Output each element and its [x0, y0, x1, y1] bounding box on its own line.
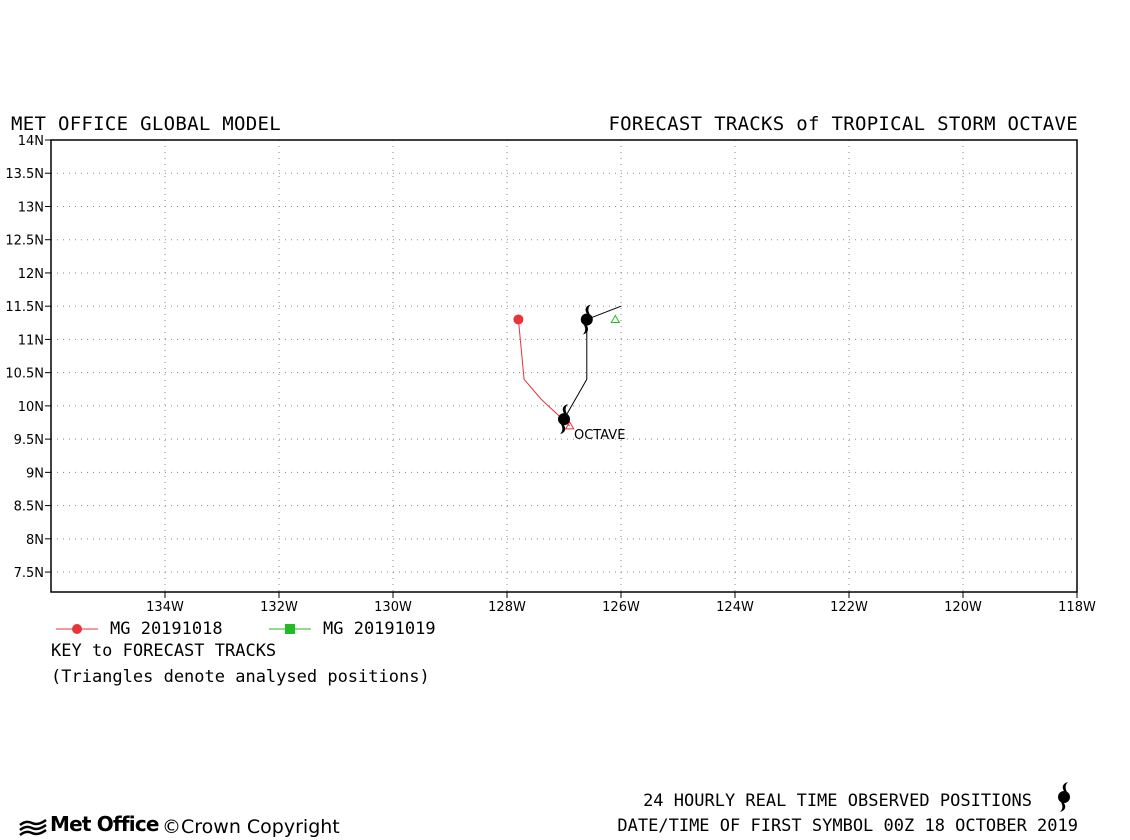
first-symbol-datetime: DATE/TIME OF FIRST SYMBOL 00Z 18 OCTOBER… [617, 816, 1078, 836]
legend-marker-circle [72, 624, 82, 634]
lat-tick-label: 13N [18, 200, 44, 215]
map-frame [50, 139, 1078, 593]
lon-tick-label: 132W [260, 600, 298, 615]
lon-tick-label: 122W [830, 600, 868, 615]
tracks-layer: OCTAVE [513, 304, 625, 443]
lat-tick-label: 10N [18, 400, 44, 415]
lon-tick-label: 134W [146, 600, 184, 615]
lon-tick-label: 126W [602, 600, 640, 615]
lat-tick-label: 11N [18, 333, 44, 348]
lat-tick-label: 8.5N [14, 500, 44, 515]
copyright-notice: ©Crown Copyright [162, 816, 340, 838]
storm-name-label: OCTAVE [574, 428, 625, 443]
lat-tick-label: 12.5N [5, 234, 44, 249]
axis-labels: 14N 13.5N 13N 12.5N 12N 11.5N 11N 10.5N 10N 9.5N 9… [5, 134, 1096, 615]
chart-title: FORECAST TRACKS of TROPICAL STORM OCTAVE [608, 113, 1078, 135]
lat-tick-label: 7.5N [14, 566, 44, 581]
lon-tick-label: 124W [716, 600, 754, 615]
lon-tick-label: 120W [944, 600, 982, 615]
observed-track-line [563, 305, 622, 420]
lat-tick-label: 10.5N [5, 367, 44, 382]
lat-tick-label: 13.5N [5, 167, 44, 182]
key-title: KEY to FORECAST TRACKS [51, 641, 277, 661]
met-office-logo-text: Met Office [50, 812, 159, 836]
observed-positions-note: 24 HOURLY REAL TIME OBSERVED POSITIONS [643, 791, 1032, 811]
key-note: (Triangles denote analysed positions) [51, 667, 430, 687]
storm-position-icon [580, 304, 593, 335]
lon-tick-label: 128W [488, 600, 526, 615]
lat-tick-label: 8N [26, 533, 44, 548]
lat-tick-label: 12N [18, 267, 44, 282]
analysed-position-triangle [564, 420, 575, 430]
model-title: MET OFFICE GLOBAL MODEL [11, 113, 281, 135]
lon-tick-label: 130W [374, 600, 412, 615]
legend-label: MG 20191018 [110, 619, 223, 639]
lat-tick-label: 11.5N [5, 300, 44, 315]
lat-tick-label: 9N [26, 466, 44, 481]
lat-tick-label: 9.5N [14, 433, 44, 448]
forecast-end-marker [513, 314, 524, 325]
legend-marker-square [285, 624, 295, 634]
analysed-position-triangle [610, 314, 621, 323]
lon-tick-label: 118W [1058, 600, 1096, 615]
forecast-track-line [517, 319, 571, 427]
met-office-logo-icon [19, 818, 47, 836]
legend-label: MG 20191019 [323, 619, 436, 639]
grid-lines [51, 140, 1077, 592]
storm-position-icon [558, 404, 570, 435]
storm-symbol-icon [1058, 782, 1070, 812]
lat-tick-label: 14N [18, 134, 44, 149]
